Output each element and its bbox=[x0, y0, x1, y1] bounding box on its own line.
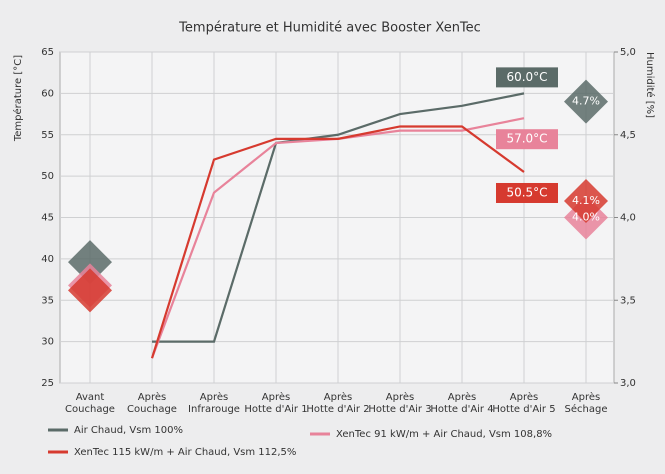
value-label: 57.0°C bbox=[506, 132, 547, 146]
humidity-diamond bbox=[68, 268, 112, 313]
x-tick-line: Avant bbox=[76, 392, 105, 403]
x-tick-line: Après bbox=[324, 391, 352, 403]
humidity-diamond bbox=[68, 240, 112, 285]
x-tick-label: Après Hotte d'Air 2 bbox=[306, 391, 369, 415]
x-tick-label: Après Couchage bbox=[127, 391, 177, 415]
y2-tick-label: 3,5 bbox=[620, 295, 636, 306]
x-tick-line: Après bbox=[138, 391, 166, 403]
y-tick-label: 35 bbox=[41, 295, 54, 306]
x-tick-line: Après bbox=[572, 391, 600, 403]
y-tick-label: 60 bbox=[41, 88, 54, 99]
y-axis-label: Température [°C] bbox=[12, 55, 24, 142]
y-tick-label: 30 bbox=[41, 337, 54, 348]
x-tick-label: Après Hotte d'Air 3 bbox=[368, 391, 431, 415]
x-tick-line: Hotte d'Air 5 bbox=[492, 404, 555, 415]
x-tick-label: Après Hotte d'Air 5 bbox=[492, 391, 555, 415]
chart-title: Température et Humidité avec Booster Xen… bbox=[178, 21, 481, 36]
y2-tick-label: 5,0 bbox=[620, 47, 636, 58]
value-label: 50.5°C bbox=[506, 185, 547, 199]
x-tick-line: Après bbox=[386, 391, 414, 403]
x-tick-line: Hotte d'Air 4 bbox=[430, 404, 493, 415]
x-tick-line: Couchage bbox=[65, 404, 115, 415]
y2-axis-label: Humidité [%] bbox=[644, 52, 656, 118]
humidity-diamond bbox=[564, 79, 608, 124]
humidity-label: 4.7% bbox=[572, 95, 600, 108]
legend-label: XenTec 91 kW/m + Air Chaud, Vsm 108,8% bbox=[336, 429, 552, 440]
humidity-label: 4.0% bbox=[572, 211, 600, 224]
x-tick-label: Avant Couchage bbox=[65, 392, 115, 415]
y-tick-label: 45 bbox=[41, 213, 54, 224]
x-tick-line: Infrarouge bbox=[188, 404, 240, 415]
y2-tick-label: 3,0 bbox=[620, 378, 636, 389]
x-tick-line: Couchage bbox=[127, 404, 177, 415]
y-tick-label: 25 bbox=[41, 378, 54, 389]
humidity-diamond bbox=[564, 178, 608, 223]
humidity-label: 4.1% bbox=[572, 194, 600, 207]
x-tick-line: Après bbox=[448, 391, 476, 403]
y-tick-label: 55 bbox=[41, 130, 54, 141]
x-tick-line: Hotte d'Air 1 bbox=[244, 404, 307, 415]
x-tick-label: Après Séchage bbox=[565, 391, 608, 415]
x-tick-label: Après Hotte d'Air 1 bbox=[244, 391, 307, 415]
x-tick-line: Séchage bbox=[565, 403, 608, 415]
x-tick-label: Après Infrarouge bbox=[188, 391, 240, 415]
y-tick-label: 50 bbox=[41, 171, 54, 182]
y2-tick-label: 4,0 bbox=[620, 213, 636, 224]
x-tick-line: Après bbox=[510, 391, 538, 403]
x-tick-label: Après Hotte d'Air 4 bbox=[430, 391, 493, 415]
x-tick-line: Hotte d'Air 3 bbox=[368, 404, 431, 415]
value-label-box bbox=[496, 182, 558, 203]
y-tick-label: 65 bbox=[41, 47, 54, 58]
temperature-line bbox=[150, 125, 525, 359]
value-label-box bbox=[496, 67, 558, 88]
y2-tick-label: 4,5 bbox=[620, 130, 636, 141]
legend-label: XenTec 115 kW/m + Air Chaud, Vsm 112,5% bbox=[74, 447, 296, 458]
legend-label: Air Chaud, Vsm 100% bbox=[74, 425, 183, 436]
y-tick-label: 40 bbox=[41, 254, 54, 265]
x-tick-line: Après bbox=[262, 391, 290, 403]
x-tick-line: Après bbox=[200, 391, 228, 403]
value-label: 60.0°C bbox=[506, 70, 547, 84]
x-tick-line: Hotte d'Air 2 bbox=[306, 404, 369, 415]
value-label-box bbox=[496, 129, 558, 150]
temperature-line bbox=[152, 92, 525, 343]
